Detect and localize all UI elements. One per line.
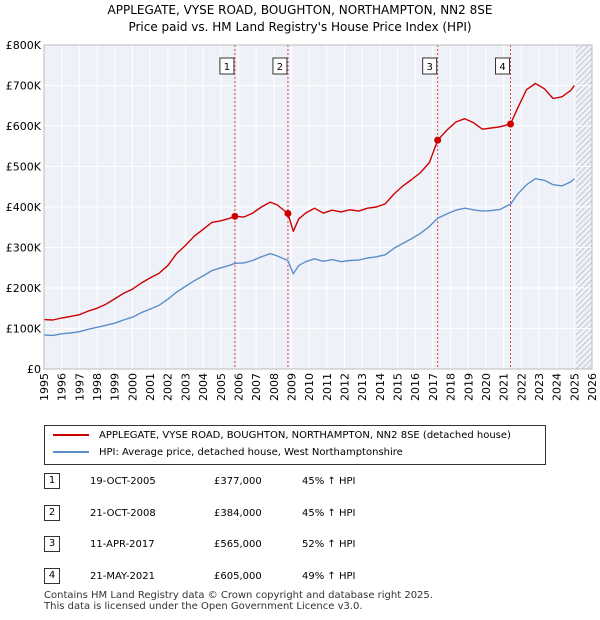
- sale-price: £384,000: [214, 507, 262, 519]
- x-tick-label: 2018: [445, 373, 458, 401]
- x-tick-label: 2005: [215, 373, 228, 401]
- x-tick-label: 1999: [109, 373, 122, 401]
- x-tick-label: 2015: [392, 373, 405, 401]
- hpi-line: [43, 177, 575, 337]
- y-tick-label: £100K: [6, 323, 42, 336]
- sale-date: 11-APR-2017: [90, 539, 155, 550]
- sale-marker-box: [422, 57, 438, 75]
- sale-marker-box: [495, 57, 511, 75]
- legend-property-label: APPLEGATE, VYSE ROAD, BOUGHTON, NORTHAMP…: [99, 430, 511, 441]
- x-tick-label: 2016: [409, 373, 422, 401]
- footer-line-2: This data is licensed under the Open Gov…: [44, 601, 363, 612]
- x-tick-label: 2003: [179, 373, 192, 401]
- y-tick-label: £0: [27, 363, 41, 376]
- x-tick-label: 2009: [285, 373, 298, 401]
- x-tick-label: 2010: [303, 373, 316, 401]
- sale-marker-label: 2: [277, 62, 283, 73]
- x-tick-label: 1997: [73, 373, 86, 401]
- sale-hpi: 45% ↑ HPI: [302, 507, 356, 519]
- x-tick-label: 2024: [551, 373, 564, 401]
- sale-hpi: 49% ↑ HPI: [302, 570, 356, 582]
- sale-date: 21-MAY-2021: [90, 570, 156, 582]
- x-tick-label: 2006: [232, 373, 245, 401]
- y-tick-label: £400K: [6, 201, 42, 214]
- x-tick-label: 2019: [462, 373, 475, 401]
- sale-price: £377,000: [214, 476, 262, 487]
- x-tick-label: 2017: [427, 373, 440, 401]
- property-price-line: [43, 82, 575, 321]
- sale-marker-label: 4: [499, 62, 505, 73]
- x-tick-label: 2022: [515, 373, 528, 401]
- legend-hpi-swatch: [53, 451, 89, 453]
- sale-point: [231, 212, 239, 220]
- sale-row: 3 11-APR-2017 £565,000 52% ↑ HPI: [44, 535, 564, 567]
- x-tick-label: 2021: [498, 373, 511, 401]
- x-tick-label: 1996: [56, 373, 69, 401]
- sale-number: 3: [44, 536, 60, 552]
- x-tick-label: 2026: [586, 373, 599, 401]
- y-tick-label: £800K: [6, 39, 42, 52]
- x-tick-label: 1995: [38, 373, 51, 401]
- sale-marker-box: [272, 57, 288, 75]
- footer-line-1: Contains HM Land Registry data © Crown c…: [44, 590, 433, 601]
- sale-price: £565,000: [214, 539, 262, 550]
- y-tick-label: £600K: [6, 120, 42, 133]
- y-tick-label: £500K: [6, 161, 42, 174]
- sale-number: 1: [44, 473, 60, 489]
- x-tick-label: 2012: [339, 373, 352, 401]
- legend-hpi-label: HPI: Average price, detached house, West…: [99, 447, 403, 458]
- legend: APPLEGATE, VYSE ROAD, BOUGHTON, NORTHAMP…: [44, 425, 546, 465]
- sale-number: 4: [44, 567, 60, 584]
- plot-border: [43, 44, 593, 370]
- footer: Contains HM Land Registry data © Crown c…: [44, 590, 433, 612]
- x-tick-label: 2011: [321, 373, 334, 401]
- sale-hpi: 52% ↑ HPI: [302, 539, 356, 550]
- sale-date: 19-OCT-2005: [90, 476, 156, 487]
- x-tick-label: 2020: [480, 373, 493, 401]
- sale-point: [434, 136, 442, 144]
- legend-property-swatch: [53, 434, 89, 436]
- x-tick-label: 2014: [374, 373, 387, 401]
- sale-row: 2 21-OCT-2008 £384,000 45% ↑ HPI: [44, 504, 564, 536]
- sale-date: 21-OCT-2008: [90, 507, 156, 519]
- sale-row: 4 21-MAY-2021 £605,000 49% ↑ HPI: [44, 567, 564, 599]
- y-tick-label: £200K: [6, 282, 42, 295]
- x-tick-label: 2013: [356, 373, 369, 401]
- chart-title: APPLEGATE, VYSE ROAD, BOUGHTON, NORTHAMP…: [107, 3, 493, 17]
- x-tick-label: 2023: [533, 373, 546, 401]
- sale-marker-box: [219, 57, 235, 75]
- sale-marker-label: 3: [426, 62, 432, 73]
- x-tick-label: 1998: [91, 373, 104, 401]
- x-tick-label: 2002: [162, 373, 175, 401]
- x-tick-label: 2004: [197, 373, 210, 401]
- sales-table: 1 19-OCT-2005 £377,000 45% ↑ HPI 2 21-OC…: [44, 472, 564, 598]
- x-tick-label: 2001: [144, 373, 157, 401]
- x-tick-label: 2000: [126, 373, 139, 401]
- x-tick-label: 2008: [268, 373, 281, 401]
- price-chart: £0 £100K £200K £300K £400K £500K £600K £700K £80…: [6, 39, 599, 401]
- sale-number: 2: [44, 504, 60, 521]
- sale-point: [507, 120, 515, 128]
- legend-hpi: HPI: Average price, detached house, West…: [53, 445, 403, 461]
- sale-hpi: 45% ↑ HPI: [302, 476, 356, 487]
- sale-price: £605,000: [214, 570, 262, 582]
- x-tick-label: 2007: [250, 373, 263, 401]
- chart-subtitle: Price paid vs. HM Land Registry's House …: [128, 20, 472, 34]
- x-tick-label: 2025: [568, 373, 581, 401]
- y-tick-label: £700K: [6, 80, 42, 93]
- sale-point: [284, 209, 292, 217]
- y-tick-label: £300K: [6, 242, 42, 255]
- sale-marker-label: 1: [224, 62, 230, 73]
- sale-row: 1 19-OCT-2005 £377,000 45% ↑ HPI: [44, 472, 564, 504]
- legend-property: APPLEGATE, VYSE ROAD, BOUGHTON, NORTHAMP…: [53, 428, 511, 444]
